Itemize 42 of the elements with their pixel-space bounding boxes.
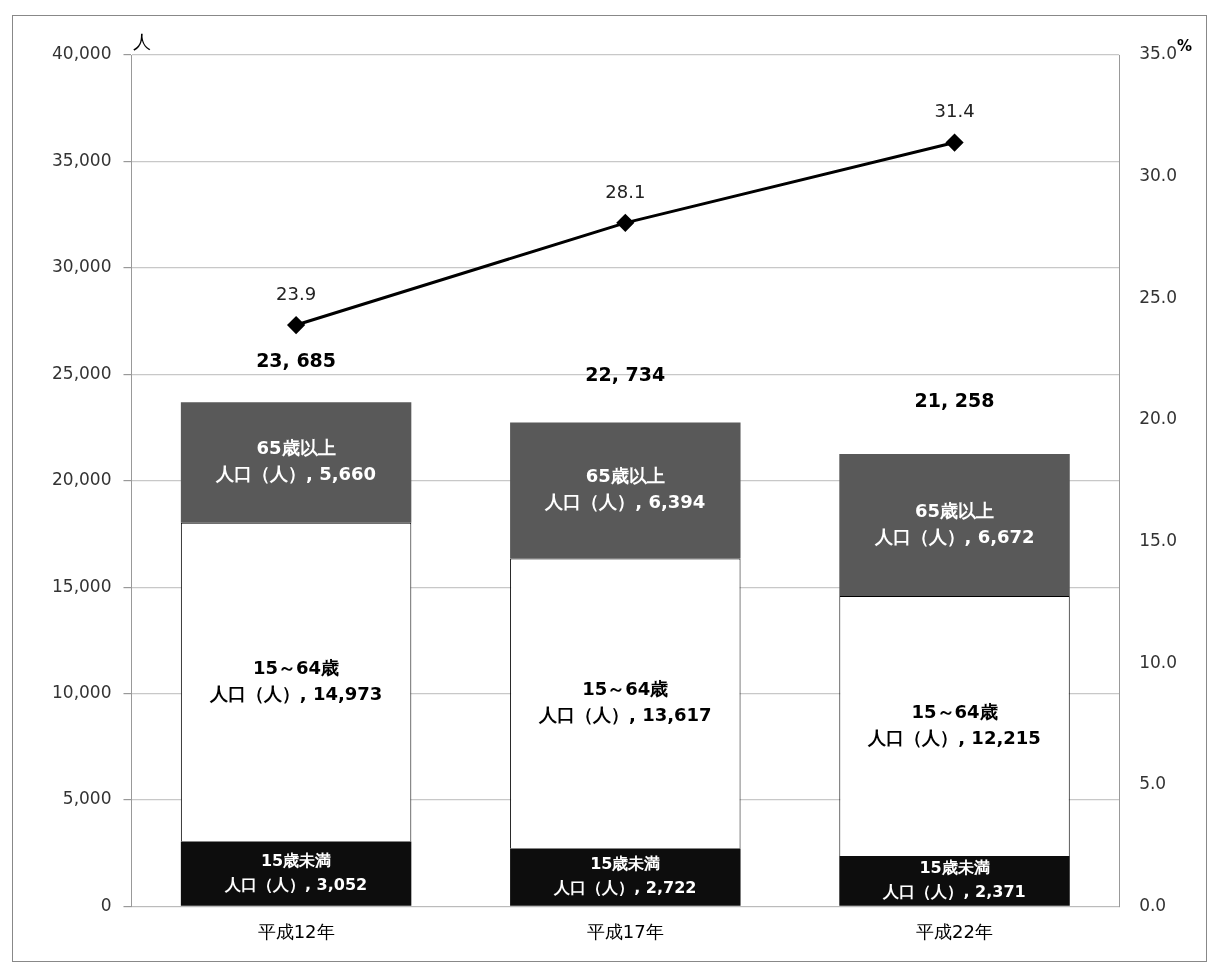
text: 15～64歳人口（人）, 14,973 bbox=[209, 656, 383, 704]
data-label: 23.9 bbox=[276, 282, 317, 304]
text: 15歳未満人口（人）, 3,052 bbox=[224, 850, 368, 894]
text: 15歳未満人口（人）, 2,371 bbox=[883, 858, 1026, 902]
y-tick-label: 30,000 bbox=[52, 256, 112, 277]
point bbox=[946, 134, 964, 152]
point bbox=[287, 316, 305, 334]
y2-tick-label: 10.0 bbox=[1139, 651, 1178, 672]
bar bbox=[180, 841, 412, 906]
y2-tick-label: 35.0 bbox=[1139, 43, 1178, 64]
text: 65歳以上人口（人）, 6,672 bbox=[874, 499, 1035, 547]
y2-tick-label: 20.0 bbox=[1139, 408, 1178, 429]
y2-tick-label: 25.0 bbox=[1139, 286, 1178, 307]
y2-tick-label: 5.0 bbox=[1139, 773, 1167, 794]
y2-tick-label: 15.0 bbox=[1139, 529, 1178, 550]
data-label: 28.1 bbox=[605, 180, 646, 202]
y-tick-label: 0 bbox=[100, 894, 112, 915]
y-tick-label: 10,000 bbox=[52, 681, 112, 702]
y-tick-label: 15,000 bbox=[52, 575, 112, 596]
text: 15～64歳人口（人）, 13,617 bbox=[539, 678, 712, 726]
total-label: 22, 734 bbox=[585, 363, 666, 386]
text: 15歳未満人口（人）, 2,722 bbox=[554, 854, 697, 898]
x-tick-label: 平成17年 bbox=[586, 920, 664, 942]
y2-tick-label: 0.0 bbox=[1139, 894, 1167, 915]
y-tick-label: 40,000 bbox=[52, 43, 112, 64]
y2-axis-title: % bbox=[1177, 36, 1193, 55]
y-tick-label: 20,000 bbox=[52, 469, 112, 490]
x-tick-label: 平成22年 bbox=[916, 920, 993, 942]
bar bbox=[510, 848, 741, 906]
y2-tick-label: 30.0 bbox=[1139, 165, 1178, 186]
y-axis-title: 人 bbox=[133, 30, 152, 52]
y-tick-label: 5,000 bbox=[62, 788, 112, 809]
text: 65歳以上人口（人）, 5,660 bbox=[216, 437, 377, 485]
data-label: 31.4 bbox=[934, 100, 975, 122]
text: 15～64歳人口（人）, 12,215 bbox=[868, 700, 1041, 748]
y-tick-label: 35,000 bbox=[52, 149, 112, 170]
total-label: 21, 258 bbox=[914, 388, 995, 411]
total-label: 23, 685 bbox=[256, 349, 337, 372]
point bbox=[616, 214, 634, 232]
text: 65歳以上人口（人）, 6,394 bbox=[545, 465, 706, 513]
y-tick-label: 25,000 bbox=[52, 362, 112, 383]
x-tick-label: 平成12年 bbox=[257, 920, 335, 942]
